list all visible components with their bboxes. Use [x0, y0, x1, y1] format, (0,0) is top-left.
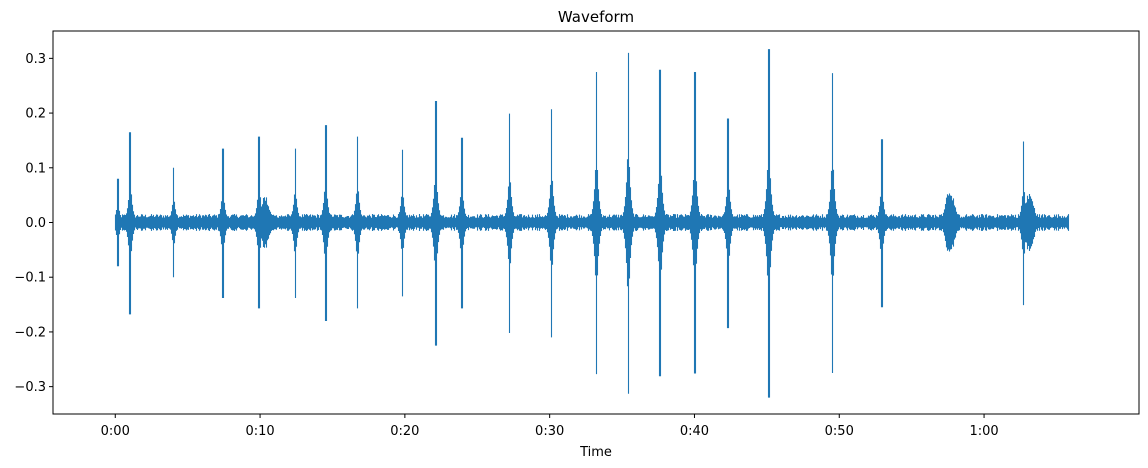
x-axis: 0:00 0:10 0:20 0:30 0:40 0:50 1:00	[101, 414, 999, 439]
y-tick-label: −0.2	[14, 325, 46, 340]
y-tick-label: −0.1	[14, 271, 46, 286]
waveform-line	[114, 49, 1070, 398]
y-tick-label: 0.1	[25, 161, 46, 176]
chart-title: Waveform	[558, 8, 634, 26]
x-tick-label: 0:50	[825, 424, 854, 439]
y-axis: 0.3 0.2 0.1 0.0 −0.1 −0.2 −0.3	[14, 52, 53, 395]
y-tick-label: −0.3	[14, 380, 46, 395]
x-tick-label: 0:20	[390, 424, 419, 439]
y-tick-label: 0.0	[25, 216, 46, 231]
x-tick-label: 0:00	[101, 424, 130, 439]
y-tick-label: 0.2	[25, 107, 46, 122]
y-tick-label: 0.3	[25, 52, 46, 67]
plot-area	[114, 49, 1070, 398]
x-tick-label: 0:40	[680, 424, 709, 439]
x-tick-label: 0:30	[535, 424, 564, 439]
x-axis-label: Time	[579, 445, 612, 460]
x-tick-label: 0:10	[245, 424, 274, 439]
x-tick-label: 1:00	[969, 424, 998, 439]
